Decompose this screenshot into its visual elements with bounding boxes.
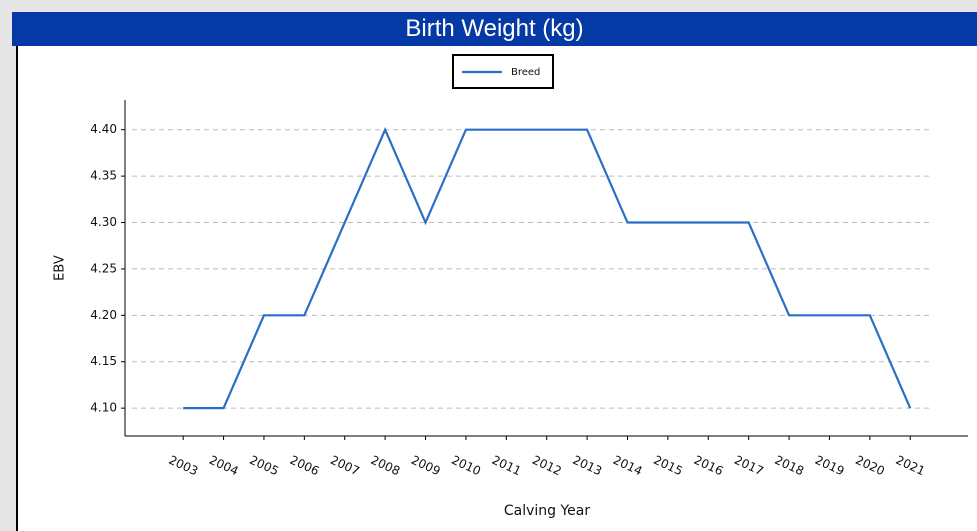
x-tick-label: 2015: [651, 453, 685, 479]
y-tick-label: 4.15: [90, 354, 117, 368]
x-tick-label: 2004: [207, 453, 241, 479]
x-tick-label: 2013: [571, 453, 605, 479]
y-tick-label: 4.35: [90, 169, 117, 183]
x-tick-label: 2014: [611, 453, 645, 479]
x-tick-label: 2017: [732, 453, 766, 479]
x-tick-label: 2005: [247, 453, 281, 479]
line-series: [183, 126, 912, 410]
legend-label: Breed: [511, 67, 540, 78]
x-tick-label: 2003: [167, 453, 201, 479]
chart-panel: [16, 46, 977, 531]
chart-title: Birth Weight (kg): [12, 12, 977, 46]
y-tick-label: 4.20: [90, 308, 117, 322]
x-axis-label: Calving Year: [504, 503, 591, 519]
x-tick-label: 2009: [409, 453, 443, 479]
x-tick-label: 2012: [530, 453, 564, 479]
x-tick-label: 2011: [490, 453, 524, 479]
x-tick-label: 2007: [328, 453, 362, 479]
x-tick-label: 2006: [288, 453, 322, 479]
x-tick-label: 2021: [894, 453, 928, 479]
x-tick-label: 2018: [772, 453, 806, 479]
x-tick-label: 2016: [692, 453, 726, 479]
y-tick-label: 4.30: [90, 215, 117, 229]
x-tick-label: 2008: [369, 453, 403, 479]
y-tick-label: 4.10: [90, 401, 117, 415]
x-tick-label: 2010: [449, 453, 483, 479]
y-tick-label: 4.40: [90, 122, 117, 136]
y-tick-label: 4.25: [90, 261, 117, 275]
x-tick-label: 2020: [853, 453, 887, 479]
x-tick-label: 2019: [813, 453, 847, 479]
y-axis-label: EBV: [53, 255, 68, 281]
